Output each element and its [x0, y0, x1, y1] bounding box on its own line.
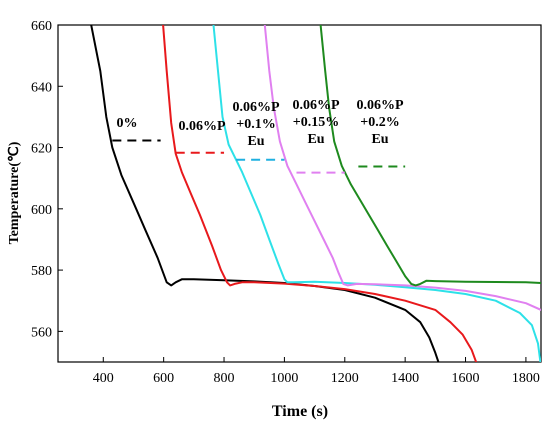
annotation-layer: 0% 0.06%P0.06%P +0.1% Eu0.06%P +0.15% Eu0.06%…	[117, 98, 404, 149]
cooling-curve-4	[263, 25, 541, 311]
y-axis-title: Temperature(℃)	[7, 141, 22, 244]
dashed-level-layer	[112, 139, 406, 174]
x-tick-label: 1200	[331, 371, 359, 386]
x-axis-title: Time (s)	[272, 403, 328, 420]
annotation-line: 0.06%P	[178, 119, 226, 134]
x-tick-label: 800	[214, 371, 235, 386]
annotation-line: 0.06%P	[356, 98, 404, 113]
annotation-line: +0.15%	[293, 115, 339, 130]
plot-area-frame	[57, 24, 542, 363]
annotation-line: +0.1%	[236, 117, 275, 132]
x-tick-label: 600	[153, 371, 174, 386]
annotation-line: Eu	[371, 132, 388, 147]
x-tick-label: 1000	[270, 371, 298, 386]
annotation-label-2: 0.06%P	[178, 119, 226, 134]
annotation-label-4: 0.06%P +0.15% Eu	[292, 98, 340, 147]
annotation-label-1: 0%	[117, 116, 138, 131]
x-axis: 400 600 800 1000 1200 1400 1600 1800	[93, 357, 540, 386]
y-tick-label: 580	[31, 264, 52, 279]
cooling-curve-1	[90, 25, 440, 362]
x-tick-label: 1400	[391, 371, 419, 386]
annotation-line: 0.06%P	[292, 98, 340, 113]
x-tick-label: 1600	[452, 371, 480, 386]
y-tick-label: 660	[31, 19, 52, 34]
y-tick-label: 560	[31, 325, 52, 340]
annotation-line: 0.06%P	[232, 100, 280, 115]
y-tick-label: 600	[31, 203, 52, 218]
y-tick-label: 620	[31, 142, 52, 157]
cooling-curve-3	[212, 25, 541, 362]
x-tick-label: 400	[93, 371, 114, 386]
y-tick-label: 640	[31, 80, 52, 95]
y-axis: 560 580 600 620 640 660	[31, 19, 63, 340]
annotation-line: 0%	[117, 116, 138, 131]
annotation-label-5: 0.06%P +0.2% Eu	[356, 98, 404, 147]
series-layer	[90, 25, 541, 362]
annotation-line: Eu	[247, 134, 264, 149]
annotation-line: +0.2%	[360, 115, 399, 130]
x-tick-label: 1800	[512, 371, 540, 386]
annotation-label-3: 0.06%P +0.1% Eu	[232, 100, 280, 149]
cooling-curve-5	[319, 25, 541, 287]
annotation-line: Eu	[307, 132, 324, 147]
cooling-curve-2	[162, 25, 478, 362]
